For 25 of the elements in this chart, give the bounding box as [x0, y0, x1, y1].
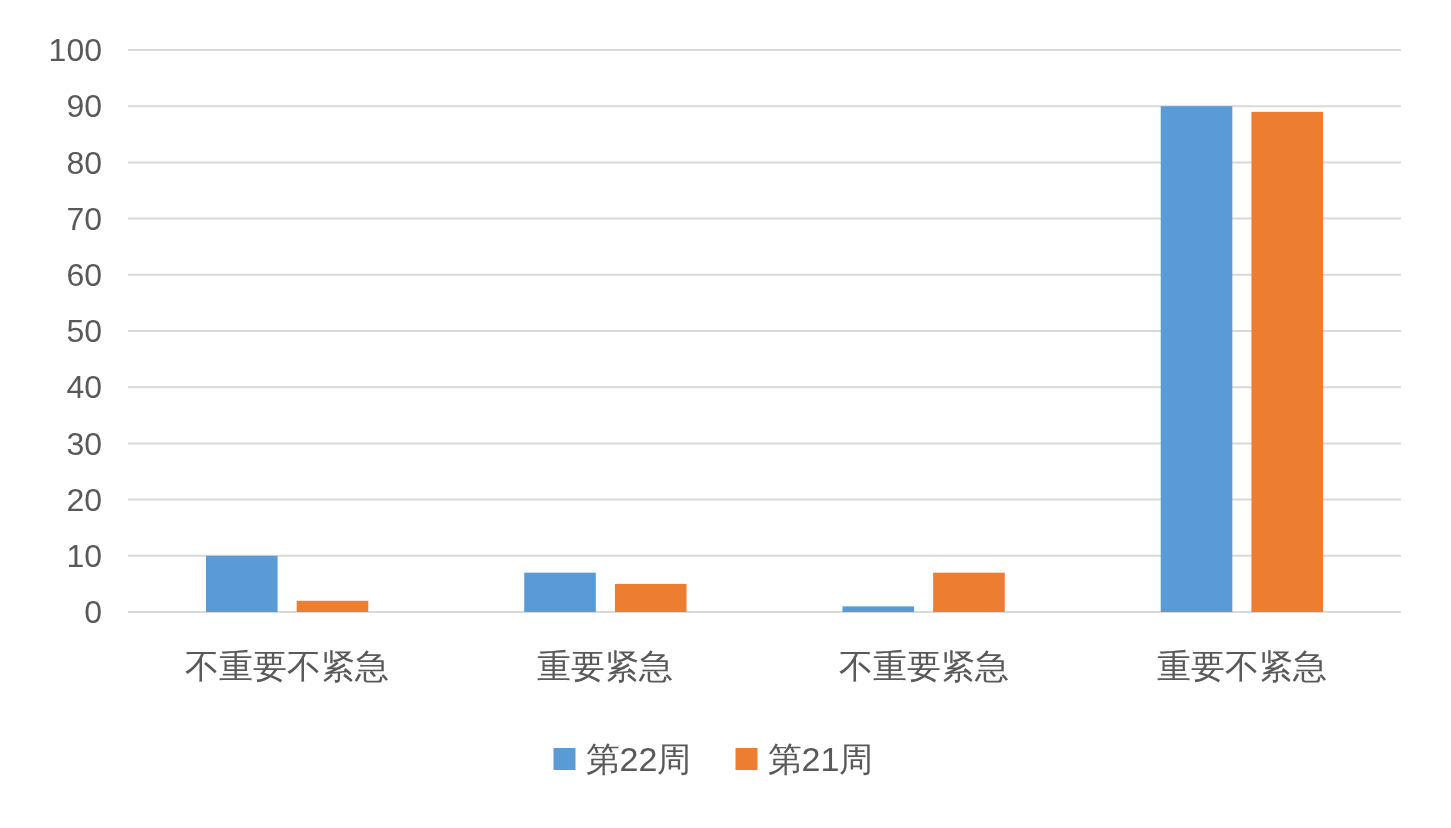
- bar: [296, 600, 369, 612]
- bar: [614, 583, 687, 612]
- bar: [842, 606, 915, 612]
- x-tick-label: 不重要不紧急: [185, 647, 390, 685]
- y-tick-label: 40: [66, 369, 102, 406]
- y-tick-label: 90: [66, 88, 102, 125]
- y-tick-label: 100: [48, 32, 102, 69]
- legend-label: 第22周: [585, 739, 692, 778]
- x-tick-label: 重要不紧急: [1156, 647, 1327, 685]
- y-tick-label: 70: [66, 200, 102, 237]
- y-tick-label: 20: [66, 481, 102, 518]
- y-tick-label: 80: [66, 144, 102, 181]
- bar: [205, 555, 278, 612]
- bar: [1160, 106, 1233, 612]
- x-tick-label: 不重要紧急: [838, 647, 1009, 685]
- bar: [933, 572, 1005, 612]
- bar: [524, 572, 596, 612]
- legend-label: 第21周: [767, 739, 874, 778]
- y-tick-label: 30: [66, 425, 102, 462]
- y-tick-label: 10: [66, 538, 102, 574]
- x-tick-label: 重要紧急: [537, 647, 674, 685]
- y-tick-label: 60: [66, 257, 102, 293]
- y-tick-label: 50: [66, 313, 102, 350]
- y-tick-label: 0: [84, 594, 102, 631]
- bar: [1251, 111, 1324, 612]
